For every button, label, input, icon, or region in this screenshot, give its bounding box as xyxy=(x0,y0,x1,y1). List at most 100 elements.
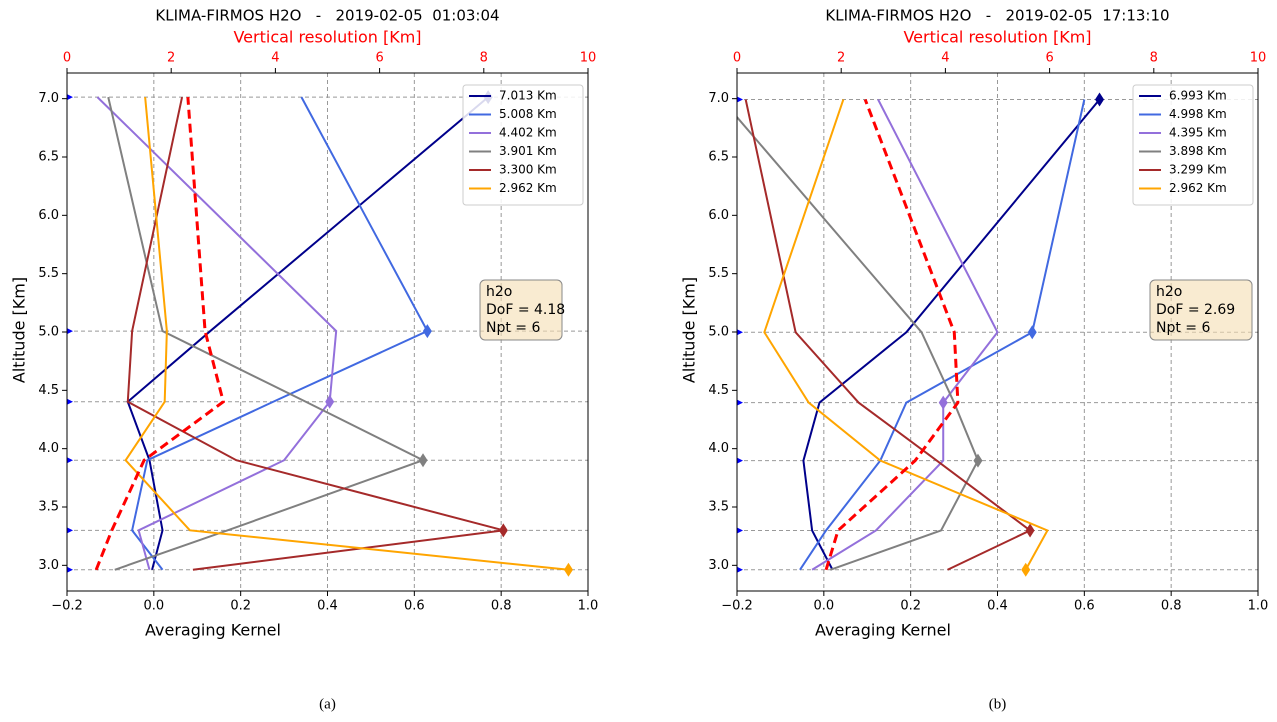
y-tick-label: 6.5 xyxy=(708,150,729,165)
annotation-text: h2o xyxy=(486,284,512,300)
x-tick-label: −0.2 xyxy=(721,599,753,614)
annotation-text: DoF = 4.18 xyxy=(486,302,565,318)
x-axis-label: Averaging Kernel xyxy=(145,621,281,640)
y-tick-label: 7.0 xyxy=(38,91,59,106)
kernel-line xyxy=(124,97,569,571)
level-marker xyxy=(67,328,73,335)
x2-tick-label: 0 xyxy=(733,51,741,66)
y-tick-label: 3.5 xyxy=(708,500,729,515)
y-tick-label: 3.5 xyxy=(38,500,59,515)
kernel-line xyxy=(96,96,338,571)
x-tick-label: 0.6 xyxy=(1074,599,1095,614)
legend-label: 3.898 Km xyxy=(1169,144,1227,158)
level-diamond xyxy=(325,394,335,409)
kernel-line xyxy=(802,98,1101,571)
y-tick-label: 4.5 xyxy=(708,383,729,398)
x2-tick-label: 6 xyxy=(1045,51,1053,66)
x-tick-label: 1.0 xyxy=(578,599,599,614)
panel: −0.2 0.0 0.2 0.4 0.6 0.8 1.0 0 2 4 6 8 10 3.0 3.5 4.0 4.… xyxy=(680,7,1269,713)
y-tick-label: 6.0 xyxy=(38,208,59,223)
x2-tick-label: 2 xyxy=(837,51,845,66)
level-marker xyxy=(737,329,743,336)
level-marker xyxy=(67,398,73,405)
x2-axis-label: Vertical resolution [Km] xyxy=(233,28,421,47)
legend-label: 4.395 Km xyxy=(1169,126,1227,140)
level-marker xyxy=(737,457,743,464)
kernel-line xyxy=(744,99,1032,571)
kernel-line xyxy=(107,96,426,571)
legend-label: 3.901 Km xyxy=(499,144,557,158)
legend-label: 2.962 Km xyxy=(1169,181,1227,195)
caption: (b) xyxy=(989,696,1007,712)
plot-area xyxy=(67,73,588,591)
legend-label: 3.300 Km xyxy=(499,163,557,177)
annotation-text: h2o xyxy=(1156,284,1182,300)
y-axis-label: Altitude [Km] xyxy=(10,277,29,383)
annotation-text: DoF = 2.69 xyxy=(1156,302,1235,318)
x2-tick-label: 8 xyxy=(480,51,488,66)
level-diamond xyxy=(973,453,983,468)
x-tick-label: 1.0 xyxy=(1248,599,1269,614)
level-marker xyxy=(737,399,743,406)
y-tick-label: 4.0 xyxy=(708,441,729,456)
x2-tick-label: 4 xyxy=(941,51,949,66)
level-marker xyxy=(737,96,743,103)
caption: (a) xyxy=(319,696,336,712)
legend-label: 7.013 Km xyxy=(499,89,557,103)
x2-tick-label: 2 xyxy=(167,51,175,66)
level-marker xyxy=(67,457,73,464)
x-axis-label: Averaging Kernel xyxy=(815,621,951,640)
y-tick-label: 6.0 xyxy=(708,208,729,223)
level-diamond xyxy=(1095,92,1105,107)
legend-box xyxy=(462,84,584,206)
annotation-box xyxy=(479,279,563,341)
kernel-line xyxy=(737,115,980,571)
level-diamond xyxy=(563,562,573,577)
level-marker xyxy=(737,527,743,534)
level-diamond xyxy=(1027,325,1037,340)
y-tick-label: 3.0 xyxy=(38,558,59,573)
level-marker xyxy=(67,566,73,573)
x-tick-label: 0.2 xyxy=(230,599,251,614)
level-diamond xyxy=(1021,562,1031,577)
plot-area xyxy=(737,73,1258,591)
x2-tick-label: 10 xyxy=(1250,51,1267,66)
kernel-line xyxy=(811,99,999,571)
level-diamond xyxy=(418,453,428,468)
x2-tick-label: 0 xyxy=(63,51,71,66)
level-diamond xyxy=(938,395,948,410)
legend-label: 4.402 Km xyxy=(499,126,557,140)
annotation-text: Npt = 6 xyxy=(1156,320,1210,336)
y-tick-label: 6.5 xyxy=(38,150,59,165)
kernel-line xyxy=(799,99,1086,571)
kernel-line xyxy=(126,96,489,571)
level-diamond xyxy=(498,523,508,538)
y-axis-label: Altitude [Km] xyxy=(680,277,699,383)
legend-box xyxy=(1132,84,1254,206)
x-tick-label: 0.8 xyxy=(491,599,512,614)
x-tick-label: 0.4 xyxy=(987,599,1008,614)
x-tick-label: −0.2 xyxy=(51,599,83,614)
level-marker xyxy=(67,94,73,101)
y-tick-label: 5.0 xyxy=(708,325,729,340)
level-marker xyxy=(737,566,743,573)
level-diamond xyxy=(422,324,432,339)
kernel-line xyxy=(763,99,1049,571)
x2-tick-label: 10 xyxy=(580,51,597,66)
legend-label: 6.993 Km xyxy=(1169,89,1227,103)
y-tick-label: 5.5 xyxy=(38,266,59,281)
legend-label: 3.299 Km xyxy=(1169,163,1227,177)
annotation-box xyxy=(1149,279,1253,341)
level-diamond xyxy=(1025,523,1035,538)
x2-tick-label: 8 xyxy=(1150,51,1158,66)
kernel-line xyxy=(126,96,504,571)
chart-title: KLIMA-FIRMOS H2O - 2019-02-05 17:13:10 xyxy=(825,7,1169,25)
x2-tick-label: 4 xyxy=(271,51,279,66)
kernel-line xyxy=(131,96,429,571)
x-tick-label: 0.0 xyxy=(143,599,164,614)
x-tick-label: 0.8 xyxy=(1161,599,1182,614)
x-tick-label: 0.6 xyxy=(404,599,425,614)
legend-label: 5.008 Km xyxy=(499,107,557,121)
